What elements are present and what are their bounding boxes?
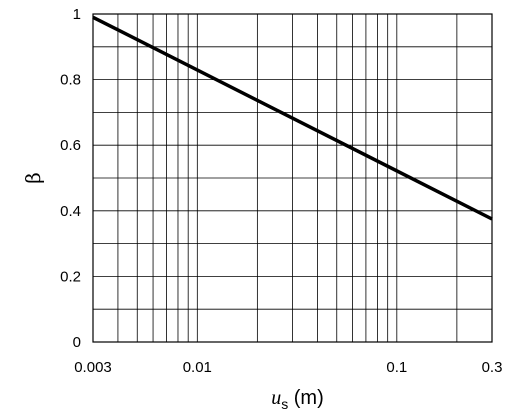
- x-tick-label: 0.003: [74, 359, 112, 376]
- y-tick-label: 0.2: [60, 268, 81, 285]
- series-line: [92, 15, 493, 221]
- x-axis-label: us (m): [271, 387, 324, 412]
- x-tick-label: 0.01: [183, 359, 212, 376]
- x-axis-label-var: u: [271, 387, 281, 409]
- y-tick-label: 0.8: [60, 72, 81, 89]
- plot-frame: [92, 13, 493, 343]
- y-tick-label: 0: [73, 334, 81, 351]
- x-axis-label-unit: (m): [288, 387, 324, 409]
- y-axis-label: β: [21, 172, 45, 184]
- x-tick-label: 0.1: [386, 359, 407, 376]
- y-tick-labels: 0 0.2 0.4 0.6 0.8 1: [60, 6, 81, 351]
- y-tick-label: 0.4: [60, 203, 81, 220]
- x-tick-labels: 0.003 0.01 0.1 0.3: [74, 359, 502, 376]
- series-layer: [92, 15, 493, 221]
- grid: [93, 14, 492, 342]
- x-tick-label: 0.3: [482, 359, 503, 376]
- y-tick-label: 0.6: [60, 137, 81, 154]
- x-axis-label-sub: s: [281, 396, 288, 412]
- y-tick-label: 1: [73, 6, 81, 23]
